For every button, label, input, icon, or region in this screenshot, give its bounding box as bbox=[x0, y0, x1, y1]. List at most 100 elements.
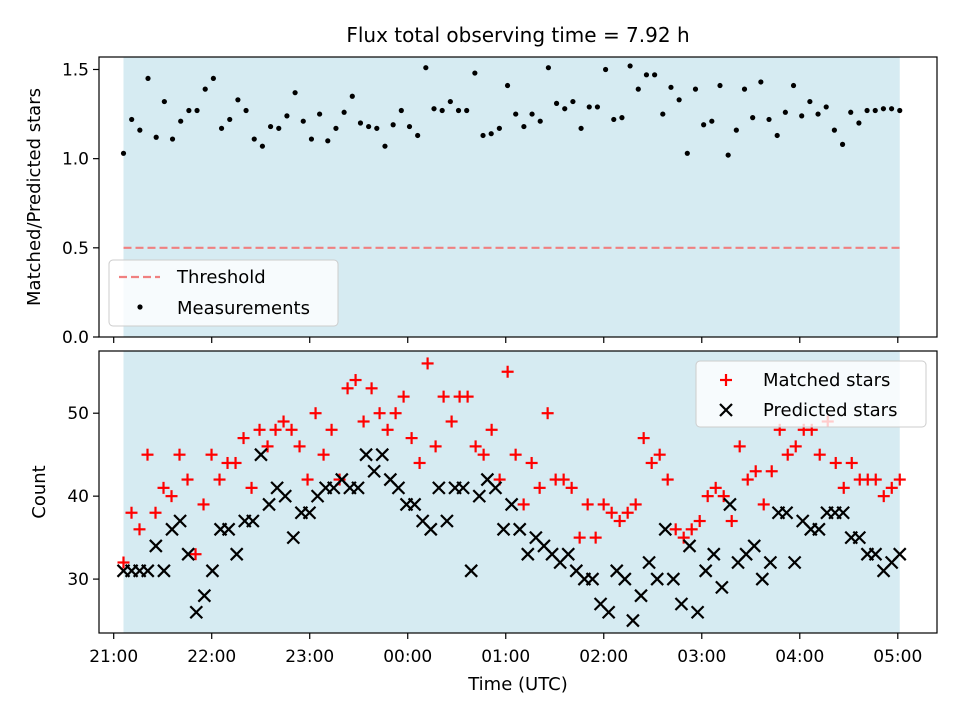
predicted-star-point bbox=[181, 547, 195, 561]
measurement-point bbox=[423, 65, 429, 71]
measurement-point bbox=[292, 90, 298, 96]
measurement-point bbox=[897, 107, 903, 114]
measurement-point bbox=[807, 98, 813, 105]
measurement-point bbox=[317, 111, 323, 117]
matched-star-point bbox=[533, 481, 546, 494]
predicted-star-point bbox=[140, 564, 155, 578]
x-tick-label: 02:00 bbox=[579, 647, 628, 667]
matched-star-point bbox=[197, 498, 210, 511]
predicted-star-point bbox=[747, 539, 761, 553]
matched-star-point bbox=[501, 365, 514, 378]
measurement-point bbox=[684, 150, 690, 156]
matched-star-point bbox=[781, 448, 794, 461]
matched-star-point bbox=[509, 448, 522, 461]
predicted-star-point bbox=[658, 522, 673, 537]
predicted-star-point bbox=[674, 597, 689, 611]
measurement-point bbox=[725, 152, 731, 158]
measurement-point bbox=[480, 132, 486, 139]
measurement-point bbox=[153, 134, 159, 140]
measurement-point bbox=[341, 109, 347, 115]
matched-star-point bbox=[117, 556, 130, 569]
predicted-star-point bbox=[642, 555, 656, 570]
measurement-point bbox=[701, 122, 707, 128]
matched-star-point bbox=[789, 440, 802, 453]
measurement-point bbox=[831, 127, 837, 133]
measurement-point bbox=[594, 104, 601, 110]
measurement-point bbox=[627, 63, 633, 69]
predicted-star-point bbox=[488, 481, 503, 495]
predicted-star-point bbox=[197, 588, 212, 603]
measurement-point bbox=[447, 98, 453, 105]
predicted-star-point bbox=[246, 514, 260, 528]
predicted-star-point bbox=[787, 555, 802, 570]
matched-star-point bbox=[237, 432, 250, 445]
matched-star-point bbox=[869, 473, 882, 486]
matched-star-point bbox=[173, 448, 186, 461]
measurement-point bbox=[872, 107, 878, 114]
matched-star-point bbox=[309, 407, 322, 420]
matched-star-point bbox=[285, 423, 298, 436]
x-axis: 21:00 22:00 23:00 00:00 01:00 02:00 03:00 04:00… bbox=[89, 633, 922, 667]
matched-star-point bbox=[389, 407, 402, 420]
matched-star-point bbox=[349, 374, 362, 387]
matched-star-point bbox=[437, 390, 450, 403]
predicted-star-point bbox=[205, 564, 220, 578]
measurement-point bbox=[349, 93, 355, 99]
matched-star-point bbox=[277, 415, 290, 428]
measurement-point bbox=[766, 116, 772, 123]
measurement-point bbox=[145, 75, 151, 82]
measurement-point bbox=[839, 141, 846, 147]
predicted-star-point bbox=[690, 605, 705, 620]
matched-star-point bbox=[557, 473, 570, 486]
predicted-star-point bbox=[521, 547, 535, 561]
matched-star-point bbox=[893, 473, 906, 486]
x-tick-label: 04:00 bbox=[775, 647, 824, 667]
matched-star-point bbox=[629, 498, 642, 511]
predicted-star-point bbox=[286, 530, 301, 545]
predicted-legend-label: Predicted stars bbox=[763, 400, 897, 421]
measurement-point bbox=[235, 97, 241, 103]
matched-star-point bbox=[461, 390, 474, 403]
measurement-point bbox=[660, 111, 666, 117]
top-panel: 0.0 0.5 1.0 1.5 Matched/Predicted stars Thr… bbox=[24, 56, 938, 348]
matched-star-point bbox=[253, 423, 266, 436]
matched-star-point bbox=[357, 415, 370, 428]
measurement-point bbox=[782, 109, 788, 115]
measurement-point bbox=[129, 116, 135, 123]
measurement-point bbox=[717, 82, 723, 89]
predicted-star-point bbox=[367, 464, 381, 479]
predicted-star-point bbox=[715, 580, 729, 595]
matched-star-point bbox=[373, 407, 386, 420]
measurement-point bbox=[888, 106, 895, 112]
matched-star-point bbox=[421, 357, 434, 370]
matched-star-point bbox=[829, 456, 842, 469]
predicted-star-point bbox=[149, 539, 163, 553]
predicted-star-point bbox=[440, 514, 454, 528]
measurement-point bbox=[652, 72, 658, 78]
measurement-point bbox=[120, 150, 127, 156]
matched-star-point bbox=[725, 515, 738, 528]
predicted-star-point bbox=[836, 505, 850, 520]
matched-star-point bbox=[741, 473, 754, 486]
measurement-point bbox=[668, 84, 674, 90]
matched-star-point bbox=[717, 490, 730, 503]
measurement-point bbox=[733, 127, 739, 133]
predicted-star-point bbox=[432, 481, 446, 495]
predicted-star-point bbox=[496, 522, 511, 537]
measurement-point bbox=[284, 113, 290, 119]
matched-star-point bbox=[405, 432, 418, 445]
measurement-point bbox=[513, 111, 519, 117]
measurement-point bbox=[390, 122, 396, 128]
predicted-star-point bbox=[626, 613, 640, 628]
predicted-star-point bbox=[302, 505, 317, 520]
measurement-point bbox=[308, 136, 315, 142]
measurement-point bbox=[382, 143, 388, 149]
matched-star-point bbox=[733, 440, 746, 453]
x-tick-label: 03:00 bbox=[677, 647, 726, 667]
matched-star-point bbox=[701, 490, 714, 503]
top-legend-box bbox=[108, 259, 339, 327]
matched-star-point bbox=[589, 531, 602, 544]
matched-star-point bbox=[157, 481, 170, 494]
measurement-point bbox=[194, 107, 200, 114]
matched-star-point bbox=[645, 456, 658, 469]
